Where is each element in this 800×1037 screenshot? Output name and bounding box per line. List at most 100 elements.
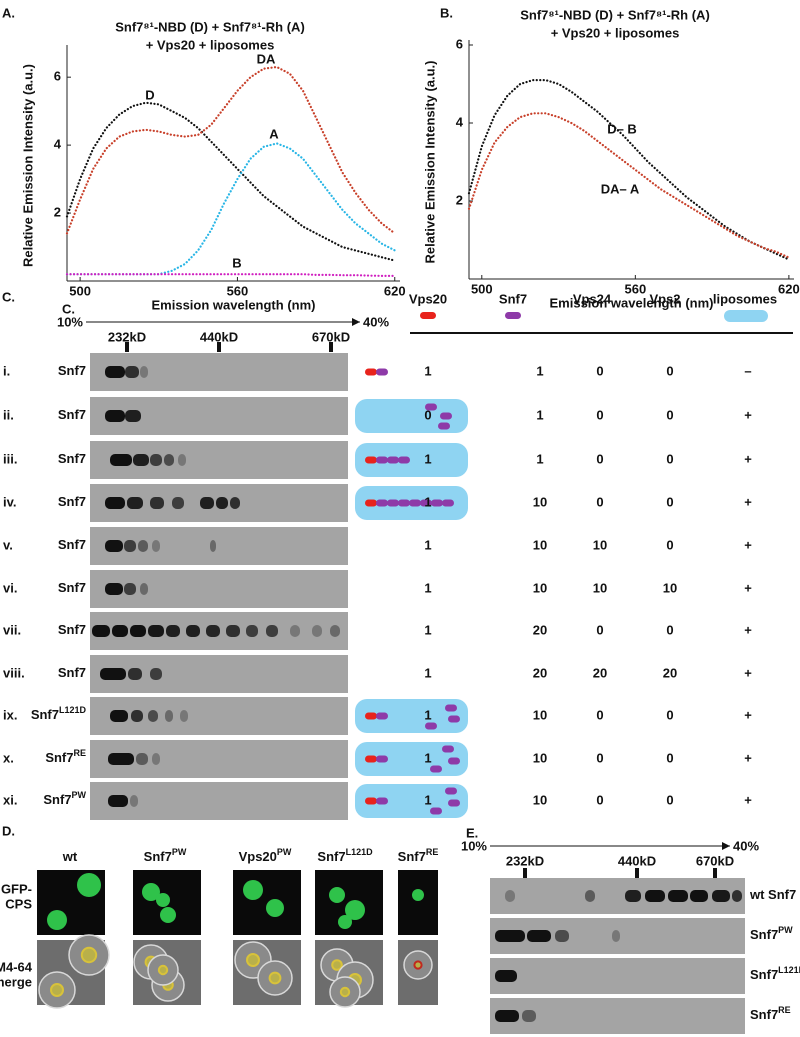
row-label: CPS: [5, 896, 32, 911]
merge-vacuole: [50, 983, 64, 997]
snf7-mark: [420, 499, 432, 507]
row-protein-base: Snf7: [43, 792, 71, 807]
size-marker: 440kD: [200, 329, 238, 344]
row-label-base: Snf7: [750, 1007, 778, 1022]
gel-band: [266, 625, 278, 637]
gel-band: [110, 710, 128, 722]
x-tick-label: 560: [227, 283, 249, 298]
row-protein: Snf7: [58, 494, 86, 509]
table-cell: +: [744, 451, 752, 466]
snf7-mark: [398, 456, 410, 464]
row-numeral: ii.: [3, 407, 14, 422]
arrow-head: [352, 318, 360, 326]
size-marker: 232kD: [108, 329, 146, 344]
gel-band: [495, 930, 525, 942]
gel-band: [108, 795, 128, 807]
data-line: [467, 112, 790, 259]
table-cell: 20: [533, 622, 547, 637]
x-tick-label: 620: [778, 281, 800, 296]
merge-vacuole: [157, 964, 169, 976]
gfp-cell: [345, 900, 365, 920]
data-line: [65, 65, 396, 235]
row-label: Snf7RE: [750, 1005, 791, 1022]
gel-band: [140, 583, 148, 595]
vps20-icon: [420, 312, 436, 319]
y-tick-label: 6: [456, 36, 463, 51]
row-numeral: ix.: [3, 707, 17, 722]
vps20-mark: [365, 755, 377, 763]
table-cell: +: [744, 622, 752, 637]
row-numeral: v.: [3, 537, 13, 552]
table-cell: 1: [424, 451, 431, 466]
gel-band: [732, 890, 742, 902]
row-protein-base: Snf7: [31, 707, 59, 722]
table-cell: 1: [536, 363, 543, 378]
gradient-start: 10%: [461, 838, 487, 853]
table-cell: 10: [533, 707, 547, 722]
table-cell: 0: [596, 494, 603, 509]
marker-tick: [635, 868, 639, 878]
vps20-mark: [365, 499, 377, 507]
row-numeral: vi.: [3, 580, 17, 595]
table-cell: 0: [666, 537, 673, 552]
row-label: Snf7L121D: [750, 965, 800, 982]
gel-band: [246, 625, 258, 637]
column-label: wt: [62, 849, 78, 864]
marker-tick: [523, 868, 527, 878]
table-cell: 20: [663, 665, 677, 680]
row-numeral: vii.: [3, 622, 21, 637]
table-cell: 0: [666, 494, 673, 509]
gel-band: [230, 497, 240, 509]
series-label: A: [269, 126, 279, 141]
row-label: FM4-64: [0, 959, 33, 974]
table-cell: +: [744, 707, 752, 722]
marker-tick: [217, 342, 221, 352]
liposome-icon: [724, 310, 768, 322]
gel-band: [505, 890, 515, 902]
gel-band: [164, 454, 174, 466]
size-marker: 670kD: [696, 853, 734, 868]
gel-band: [130, 795, 138, 807]
snf7-mark: [376, 712, 388, 720]
table-cell: 0: [596, 622, 603, 637]
gel-band: [330, 625, 340, 637]
column-label-base: Vps20: [239, 849, 277, 864]
column-label-sup: PW: [277, 847, 292, 857]
row-protein: Snf7RE: [45, 748, 86, 765]
gel-band: [133, 454, 149, 466]
vps20-mark: [365, 456, 377, 464]
table-cell: 10: [533, 750, 547, 765]
x-tick-label: 500: [69, 283, 91, 298]
chart-title: Snf7⁸¹-NBD (D) + Snf7⁸¹-Rh (A): [520, 7, 710, 22]
table-cell: –: [744, 363, 751, 378]
table-cell: 0: [596, 707, 603, 722]
column-label-base: wt: [62, 849, 78, 864]
column-label-base: Snf7: [317, 849, 345, 864]
x-tick-label: 500: [471, 281, 493, 296]
gel-band: [130, 625, 146, 637]
table-cell: 1: [424, 750, 431, 765]
gel-band: [128, 668, 142, 680]
row-label-sup: L121D: [778, 965, 800, 975]
table-cell: +: [744, 537, 752, 552]
column-label: Snf7PW: [144, 847, 187, 864]
panel-label: B.: [440, 5, 453, 20]
gel-band: [127, 497, 143, 509]
gel-band: [105, 410, 125, 422]
gel-band: [495, 970, 517, 982]
column-header: Vps20: [409, 291, 447, 306]
gel-band: [138, 540, 148, 552]
gel-band: [152, 540, 160, 552]
column-label-sup: PW: [172, 847, 187, 857]
gel-band: [495, 1010, 519, 1022]
snf7-mark: [448, 799, 460, 807]
row-protein: Snf7: [58, 363, 86, 378]
panel-label: C.: [2, 289, 15, 304]
gradient-start: 10%: [57, 314, 83, 329]
table-cell: 10: [533, 537, 547, 552]
table-cell: 10: [533, 580, 547, 595]
data-line: [65, 142, 396, 276]
gel-band: [555, 930, 569, 942]
y-axis-label: Relative Emission Intensity (a.u.): [422, 61, 437, 264]
merge-vacuole: [268, 971, 282, 985]
